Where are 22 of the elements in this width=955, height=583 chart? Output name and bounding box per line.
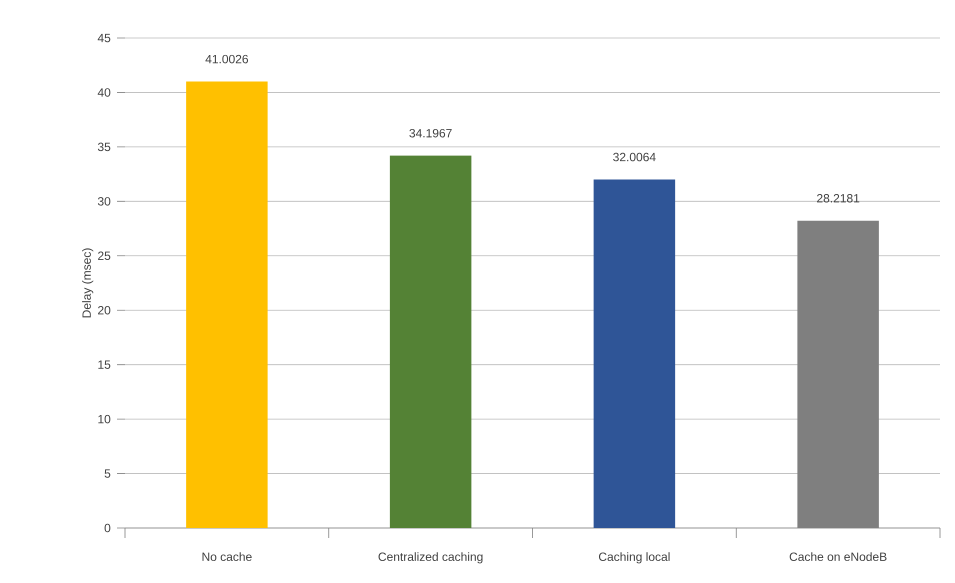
- y-tick-label: 25: [98, 252, 110, 260]
- data-label: 34.1967: [409, 128, 452, 138]
- x-tick-label: Cache on eNodeB: [790, 552, 887, 562]
- y-tick-label: 5: [104, 469, 110, 478]
- y-tick-label: 40: [98, 88, 110, 97]
- bar: [594, 179, 676, 528]
- bar: [186, 82, 268, 528]
- y-tick-label: 0: [104, 524, 110, 532]
- data-label: 32.0064: [613, 152, 656, 162]
- data-label: 41.0026: [205, 54, 248, 64]
- x-tick-label: Centralized caching: [378, 552, 483, 564]
- y-tick-label: 15: [98, 360, 110, 369]
- y-tick-label: 30: [98, 197, 110, 206]
- x-tick-label: Caching local: [598, 552, 670, 564]
- x-tick-label: No cache: [202, 552, 252, 562]
- bar: [390, 156, 472, 528]
- y-tick-label: 35: [98, 142, 110, 152]
- y-axis-title: Delay (msec): [82, 248, 94, 318]
- y-tick-label: 45: [98, 34, 110, 42]
- y-tick-label: 20: [98, 306, 110, 314]
- data-label: 28.2181: [817, 194, 860, 203]
- y-tick-label: 10: [98, 414, 110, 424]
